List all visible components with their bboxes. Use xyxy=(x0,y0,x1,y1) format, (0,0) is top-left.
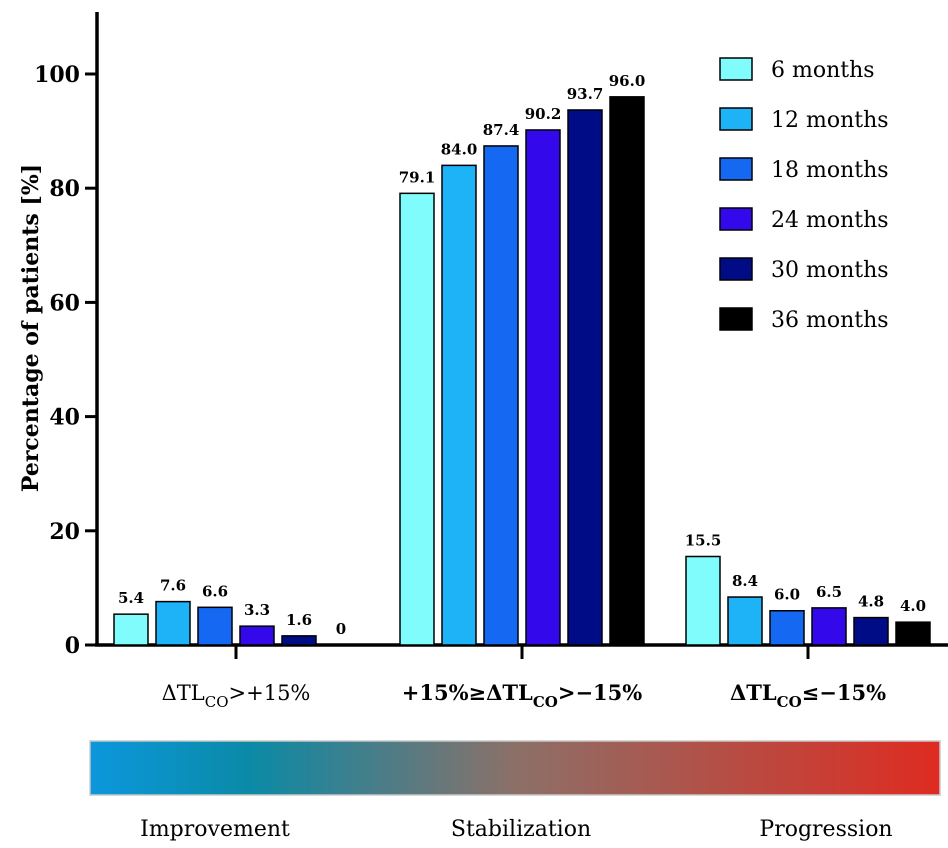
bar xyxy=(441,164,477,646)
data-label: 4.8 xyxy=(858,593,884,611)
data-label: 96.0 xyxy=(609,72,646,90)
data-label: 79.1 xyxy=(399,168,436,186)
data-label: 4.0 xyxy=(900,597,926,615)
y-tick-label: 100 xyxy=(34,62,80,88)
band-label: Progression xyxy=(759,817,892,842)
data-labels: 5.4 79.1 15.5 7.6 84.0 8.4 6.6 87.4 6.0 3.3 90.2 6.… xyxy=(118,72,926,638)
data-label: 0 xyxy=(336,620,346,638)
data-label: 15.5 xyxy=(685,531,722,549)
category-label: ΔTLCO≤−15% xyxy=(730,680,886,711)
bar xyxy=(567,109,603,646)
data-label: 84.0 xyxy=(441,140,478,158)
y-tick-label: 0 xyxy=(65,633,80,659)
data-label: 5.4 xyxy=(118,589,144,607)
legend-label: 30 months xyxy=(771,258,889,283)
y-tick-label: 40 xyxy=(49,405,80,431)
data-label: 6.5 xyxy=(816,583,842,601)
data-label: 87.4 xyxy=(483,121,520,139)
legend-label: 12 months xyxy=(771,108,889,133)
legend: 6 months 12 months 18 months 24 months 30 mo… xyxy=(719,57,889,333)
y-tick-label: 60 xyxy=(49,290,80,316)
bar xyxy=(197,606,233,646)
legend-swatch xyxy=(719,207,753,231)
data-label: 90.2 xyxy=(525,105,562,123)
data-label: 8.4 xyxy=(732,572,758,590)
legend-label: 18 months xyxy=(771,158,889,183)
axes: 0 20 40 60 80 100 xyxy=(34,12,948,659)
legend-swatch xyxy=(719,107,753,131)
bar xyxy=(685,555,721,646)
bar xyxy=(895,621,931,646)
data-label: 6.6 xyxy=(202,582,228,600)
bar xyxy=(853,616,889,646)
legend-swatch xyxy=(719,257,753,281)
bar xyxy=(113,613,149,646)
band-label: Stabilization xyxy=(451,817,591,842)
legend-label: 6 months xyxy=(771,58,875,83)
data-label: 93.7 xyxy=(567,85,604,103)
trend-band: Improvement Stabilization Progression xyxy=(89,740,941,842)
bar xyxy=(609,96,645,646)
legend-swatch xyxy=(719,57,753,81)
category-labels: ΔTLCO>+15% +15%≥ΔTLCO>−15% ΔTLCO≤−15% xyxy=(162,680,886,711)
legend-swatch xyxy=(719,157,753,181)
bar xyxy=(525,129,561,646)
gradient-band xyxy=(89,740,941,796)
data-label: 7.6 xyxy=(160,577,186,595)
legend-label: 24 months xyxy=(771,208,889,233)
y-axis-label: Percentage of patients [%] xyxy=(18,164,44,492)
bar xyxy=(769,609,805,646)
data-label: 1.6 xyxy=(286,611,312,629)
y-tick-label: 80 xyxy=(49,176,80,202)
band-label: Improvement xyxy=(140,817,290,842)
bar xyxy=(727,596,763,646)
data-label: 3.3 xyxy=(244,601,270,619)
bars xyxy=(113,96,931,646)
legend-label: 36 months xyxy=(771,308,889,333)
y-tick-label: 20 xyxy=(49,519,80,545)
data-label: 6.0 xyxy=(774,586,800,604)
bar xyxy=(811,607,847,646)
bar xyxy=(399,192,435,646)
bar xyxy=(239,625,275,646)
category-label: +15%≥ΔTLCO>−15% xyxy=(402,680,642,711)
legend-swatch xyxy=(719,307,753,331)
bar xyxy=(155,600,191,646)
bar xyxy=(483,145,519,646)
bar xyxy=(281,635,317,646)
category-label: ΔTLCO>+15% xyxy=(162,681,311,711)
